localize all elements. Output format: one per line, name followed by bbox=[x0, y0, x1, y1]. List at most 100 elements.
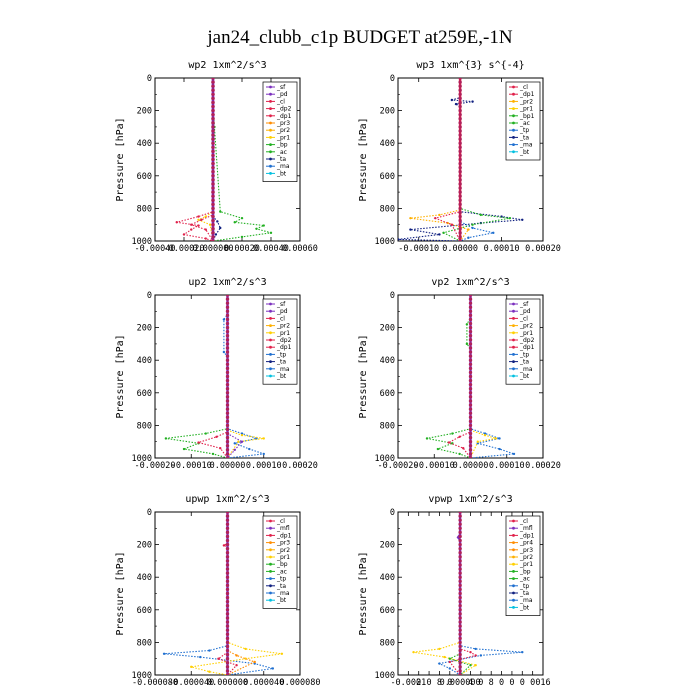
series-point-sf bbox=[468, 382, 473, 387]
series-point-sf bbox=[225, 374, 230, 379]
panel-title: upwp 1xm^2/s^3 bbox=[185, 494, 269, 505]
series-point-sf bbox=[468, 305, 473, 309]
series-point-mfl bbox=[225, 608, 230, 612]
legend-marker bbox=[512, 584, 515, 588]
x-tick-label: 0.00040 bbox=[253, 244, 289, 254]
series-point-mfl bbox=[458, 555, 462, 559]
legend-entry: _cl bbox=[519, 84, 528, 91]
y-tick-label: 600 bbox=[380, 172, 395, 182]
x-tick-label: -0.00020 bbox=[164, 244, 205, 254]
series-point-mfl bbox=[458, 551, 462, 555]
y-tick-label: 600 bbox=[137, 389, 152, 399]
series-point-pd bbox=[211, 161, 215, 166]
legend-entry: _ma bbox=[276, 163, 290, 170]
y-tick-label: 800 bbox=[137, 638, 152, 648]
y-tick-label: 0 bbox=[147, 508, 152, 518]
series-point-mfl bbox=[225, 624, 230, 628]
legend-marker bbox=[269, 107, 272, 110]
legend-entry: _mfl bbox=[276, 525, 290, 532]
legend: _cl_dp1_pr2_pr1_bp1_ac_tp_ta_ma_bt bbox=[505, 81, 541, 161]
series-point-sf bbox=[468, 452, 473, 456]
series-point-mfl bbox=[458, 587, 462, 592]
legend-marker bbox=[512, 114, 515, 118]
series-point-dp1 bbox=[458, 104, 462, 109]
series-point-pd bbox=[211, 231, 215, 235]
series-point-mfl bbox=[458, 608, 462, 612]
legend-marker bbox=[269, 338, 272, 342]
legend-entry: _bt bbox=[519, 604, 530, 611]
y-tick-label: 0 bbox=[147, 291, 152, 301]
series-point-cl bbox=[190, 228, 193, 231]
series-point-sf bbox=[225, 370, 230, 375]
y-tick-label: 800 bbox=[380, 421, 395, 431]
series-point-tp bbox=[222, 318, 226, 321]
legend-entry: _cl bbox=[519, 315, 528, 322]
series-point-mfl bbox=[225, 514, 230, 518]
series-point-tp bbox=[492, 231, 495, 235]
series-point-dp1 bbox=[204, 228, 207, 231]
legend-marker bbox=[269, 584, 272, 588]
series-point-bp bbox=[164, 437, 168, 440]
legend-entry: _ac bbox=[276, 149, 287, 156]
series-point-ta bbox=[471, 100, 474, 103]
y-tick-label: 400 bbox=[380, 139, 395, 149]
series-point-sf bbox=[225, 354, 230, 358]
legend-entry: _ta bbox=[276, 359, 286, 366]
series-point-tp bbox=[248, 447, 251, 451]
series-point-sf bbox=[468, 374, 473, 379]
series-point-pd bbox=[211, 133, 215, 137]
legend-entry: _pr2 bbox=[276, 547, 290, 554]
legend: _cl_mfl_dp1_pr3_pr2_pr1_bp_ac_tp_ta_ma_b… bbox=[262, 515, 298, 609]
series-point-mfl bbox=[225, 595, 230, 600]
series-point-mfl bbox=[458, 665, 462, 669]
series-point-sf bbox=[225, 295, 230, 297]
legend-marker bbox=[269, 121, 272, 125]
series-point-pr2 bbox=[438, 213, 441, 217]
series-point-sf bbox=[468, 391, 473, 395]
series-point-sf bbox=[225, 440, 230, 444]
series-point-sf bbox=[225, 297, 230, 301]
legend-entry: _dp1 bbox=[519, 532, 535, 539]
x-tick-label: -0.00010 bbox=[171, 461, 212, 471]
series-point-sf bbox=[225, 334, 230, 338]
series-point-cl bbox=[215, 435, 218, 439]
series-point-mfl bbox=[225, 661, 230, 665]
series-point-sf bbox=[225, 329, 230, 334]
legend-entry: _pr2 bbox=[276, 127, 290, 134]
legend-marker bbox=[512, 555, 515, 559]
y-tick-label: 400 bbox=[137, 356, 152, 366]
series-point-pd bbox=[211, 108, 215, 113]
series-point-mfl bbox=[458, 640, 462, 645]
series-point-mfl bbox=[225, 612, 230, 616]
series-point-pd bbox=[211, 88, 215, 92]
series-point-pr1 bbox=[412, 650, 415, 654]
legend-entry: _dp2 bbox=[276, 106, 292, 113]
series-point-pd bbox=[211, 235, 215, 239]
series-point-pr1 bbox=[262, 437, 265, 440]
series-point-pd bbox=[211, 206, 215, 211]
series-point-sf bbox=[225, 415, 230, 419]
legend-entry: _cl bbox=[519, 518, 528, 525]
legend-marker bbox=[269, 577, 272, 580]
y-axis-label: Pressure [hPa] bbox=[358, 551, 369, 635]
legend-marker bbox=[269, 374, 272, 378]
legend: _sf_pd_cl_dp2_dp1_pr3_pr2_pr1_bp_ac_ta_m… bbox=[262, 81, 298, 182]
legend-marker bbox=[512, 570, 515, 573]
legend-entry: _tp bbox=[519, 127, 529, 134]
series-line-tp bbox=[437, 512, 523, 675]
y-tick-label: 200 bbox=[137, 107, 152, 117]
series-point-dp1 bbox=[458, 92, 462, 97]
y-tick-label: 200 bbox=[137, 324, 152, 334]
series-point-pd bbox=[211, 78, 215, 80]
series-point-dp1 bbox=[458, 178, 462, 182]
legend-marker bbox=[512, 85, 515, 89]
y-tick-label: 200 bbox=[380, 107, 395, 117]
series-line-pr1 bbox=[469, 295, 497, 458]
x-tick-label: 0 bbox=[530, 678, 535, 688]
series-point-sf bbox=[468, 354, 473, 358]
series-point-dp1 bbox=[458, 174, 462, 178]
y-axis-label: Pressure [hPa] bbox=[358, 334, 369, 418]
series-point-bp bbox=[436, 447, 440, 451]
series-point-pr1 bbox=[476, 440, 479, 443]
